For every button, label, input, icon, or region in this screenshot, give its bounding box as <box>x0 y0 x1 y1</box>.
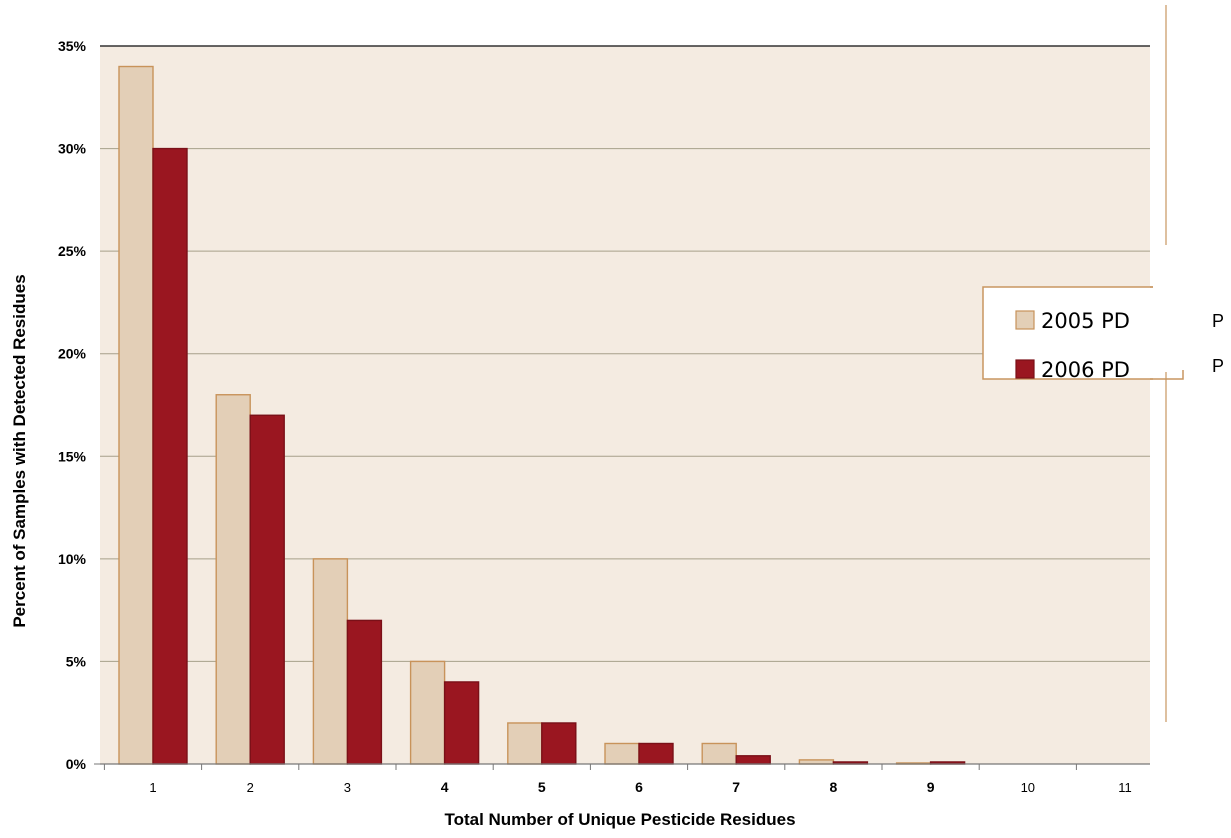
bar-2005-3 <box>312 558 349 765</box>
bar-2005-6 <box>604 742 640 765</box>
y-axis-title: Percent of Samples with Detected Residue… <box>10 274 29 627</box>
bar-2006-1 <box>152 147 188 765</box>
bar-2005-1 <box>118 65 154 765</box>
x-tick-label: 9 <box>927 779 935 795</box>
legend-label-2005: 2005 PD <box>1041 309 1130 333</box>
side-text-2: P <box>1212 356 1224 376</box>
bar-2006-7 <box>735 755 771 765</box>
bar-2006-4 <box>443 681 480 765</box>
y-tick-label: 25% <box>58 243 87 259</box>
legend-swatch-2005 <box>1015 310 1035 330</box>
bar-2005-4 <box>409 660 446 765</box>
x-tick-label: 10 <box>1021 780 1035 795</box>
y-tick-label: 5% <box>66 653 87 669</box>
legend: 2005 PD 2006 PD <box>982 286 1184 382</box>
x-axis-title: Total Number of Unique Pesticide Residue… <box>444 810 795 829</box>
x-tick-label: 2 <box>247 780 254 795</box>
legend-label-2006: 2006 PD <box>1041 358 1130 382</box>
y-tick-label: 30% <box>58 141 87 157</box>
x-tick-label: 11 <box>1118 780 1132 795</box>
x-tick-label: 1 <box>149 780 156 795</box>
x-tick-label: 3 <box>344 780 351 795</box>
bar-2006-2 <box>249 414 285 765</box>
bar-2005-5 <box>507 722 543 765</box>
legend-mask <box>1153 250 1231 370</box>
x-tick-label: 7 <box>732 779 740 795</box>
bar-2006-5 <box>541 722 577 765</box>
legend-swatch-2006 <box>1015 359 1035 379</box>
bar-2006-3 <box>346 619 383 765</box>
x-tick-label: 6 <box>635 779 643 795</box>
y-tick-label: 35% <box>58 38 87 54</box>
side-text-1: P <box>1212 311 1224 331</box>
bar-2006-6 <box>638 742 674 765</box>
bar-2005-8 <box>798 759 835 765</box>
axes: 0% 5% 10% 15% 20% 25% 30% 35% 1 2 3 4 5 6 7 8 9 10 11 <box>58 38 1150 795</box>
y-tick-label: 20% <box>58 346 87 362</box>
bar-2005-7 <box>701 742 737 765</box>
x-tick-label: 8 <box>830 779 838 795</box>
y-tick-label: 15% <box>58 448 87 464</box>
x-tick-label: 5 <box>538 779 546 795</box>
y-tick-label: 10% <box>58 551 87 567</box>
bar-2005-2 <box>215 394 251 765</box>
x-tick-label: 4 <box>441 779 449 795</box>
y-tick-label: 0% <box>66 756 87 772</box>
